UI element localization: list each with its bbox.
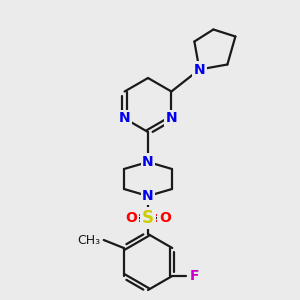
Text: N: N: [119, 112, 130, 125]
Text: F: F: [190, 269, 199, 283]
Text: N: N: [142, 155, 154, 169]
Text: CH₃: CH₃: [78, 233, 101, 247]
Text: N: N: [142, 189, 154, 203]
Text: N: N: [166, 112, 177, 125]
Text: N: N: [194, 62, 205, 76]
Text: O: O: [159, 211, 171, 225]
Text: O: O: [125, 211, 137, 225]
Text: S: S: [142, 209, 154, 227]
